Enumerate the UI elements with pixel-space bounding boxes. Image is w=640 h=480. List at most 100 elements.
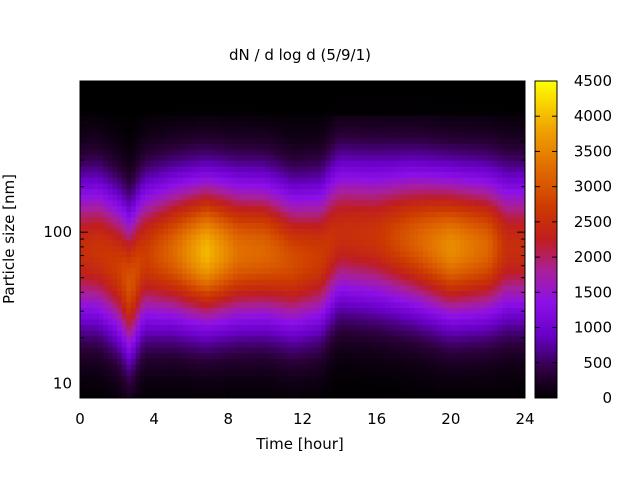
heatmap-cell (446, 301, 452, 309)
heatmap-cell (321, 324, 327, 331)
heatmap-cell (311, 154, 318, 161)
heatmap-cell (385, 154, 392, 161)
heatmap-cell (154, 358, 160, 365)
heatmap-cell (107, 233, 114, 241)
heatmap-cell (256, 279, 262, 286)
heatmap-cell (84, 318, 90, 326)
heatmap-cell (376, 347, 382, 354)
heatmap-cell (325, 279, 331, 286)
heatmap-cell (186, 239, 192, 246)
heatmap-cell (181, 160, 188, 167)
heatmap-cell (168, 211, 174, 218)
heatmap-cell (487, 335, 494, 342)
heatmap-cell (311, 245, 318, 252)
heatmap-cell (209, 103, 216, 110)
heatmap-cell (325, 375, 331, 382)
heatmap-cell (177, 369, 183, 376)
heatmap-cell (93, 318, 100, 326)
heatmap-cell (237, 347, 243, 354)
heatmap-cell (93, 262, 100, 269)
heatmap-cell (339, 301, 345, 309)
heatmap-cell (274, 103, 280, 110)
heatmap-cell (270, 216, 276, 224)
heatmap-cell (334, 228, 341, 235)
heatmap-cell (84, 216, 90, 224)
heatmap-cell (80, 330, 86, 337)
heatmap-cell (427, 341, 433, 348)
heatmap-cell (288, 233, 294, 241)
heatmap-cell (372, 392, 378, 398)
heatmap-cell (436, 182, 443, 190)
heatmap-cell (93, 364, 100, 371)
heatmap-cell (353, 341, 359, 348)
heatmap-cell (256, 262, 262, 269)
heatmap-cell (242, 177, 248, 184)
heatmap-cell (149, 375, 155, 382)
heatmap-cell (149, 386, 155, 393)
heatmap-cell (450, 290, 457, 297)
heatmap-cell (423, 324, 429, 331)
heatmap-cell (144, 364, 151, 371)
heatmap-cell (98, 126, 104, 133)
heatmap-cell (117, 318, 123, 326)
heatmap-cell (311, 148, 318, 156)
heatmap-cell (228, 250, 234, 258)
heatmap-cell (195, 352, 202, 359)
heatmap-cell (107, 335, 114, 342)
heatmap-cell (395, 364, 401, 371)
heatmap-cell (158, 318, 165, 326)
heatmap-cell (246, 126, 253, 133)
heatmap-cell (413, 341, 419, 348)
heatmap-cell (409, 211, 415, 218)
heatmap-cell (172, 114, 178, 122)
heatmap-cell (168, 330, 174, 337)
heatmap-cell (223, 296, 229, 303)
heatmap-cell (399, 313, 406, 320)
heatmap-cell (432, 171, 438, 178)
heatmap-cell (135, 182, 141, 190)
heatmap-cell (80, 216, 86, 224)
heatmap-cell (223, 131, 229, 139)
heatmap-cell (372, 92, 378, 99)
heatmap-cell (126, 109, 132, 116)
heatmap-cell (191, 386, 197, 393)
heatmap-cell (302, 81, 308, 88)
heatmap-cell (181, 228, 188, 235)
heatmap-cell (325, 262, 331, 269)
heatmap-cell (260, 330, 267, 337)
heatmap-cell (307, 375, 313, 382)
heatmap-cell (265, 216, 271, 224)
heatmap-cell (307, 126, 313, 133)
heatmap-cell (358, 81, 364, 88)
heatmap-cell (334, 216, 341, 224)
heatmap-cell (325, 126, 331, 133)
heatmap-cell (367, 284, 373, 292)
heatmap-cell (460, 199, 466, 207)
heatmap-cell (478, 148, 484, 156)
heatmap-cell (460, 86, 466, 93)
heatmap-cell (117, 228, 123, 235)
heatmap-cell (409, 114, 415, 122)
heatmap-cell (330, 364, 336, 371)
heatmap-cell (395, 205, 401, 212)
heatmap-cell (409, 267, 415, 275)
heatmap-cell (330, 131, 336, 139)
heatmap-cell (279, 228, 285, 235)
heatmap-cell (144, 324, 151, 331)
heatmap-cell (478, 216, 484, 224)
heatmap-cell (84, 177, 90, 184)
heatmap-cell (84, 364, 90, 371)
heatmap-cell (409, 290, 415, 297)
heatmap-cell (228, 318, 234, 326)
heatmap-cell (367, 392, 373, 398)
heatmap-cell (228, 296, 234, 303)
heatmap-cell (84, 103, 90, 110)
heatmap-cell (163, 109, 169, 116)
heatmap-cell (121, 205, 127, 212)
heatmap-cell (195, 284, 202, 292)
heatmap-cell (427, 267, 433, 275)
heatmap-cell (274, 284, 280, 292)
heatmap-cell (390, 194, 396, 201)
heatmap-cell (390, 375, 396, 382)
heatmap-cell (330, 148, 336, 156)
